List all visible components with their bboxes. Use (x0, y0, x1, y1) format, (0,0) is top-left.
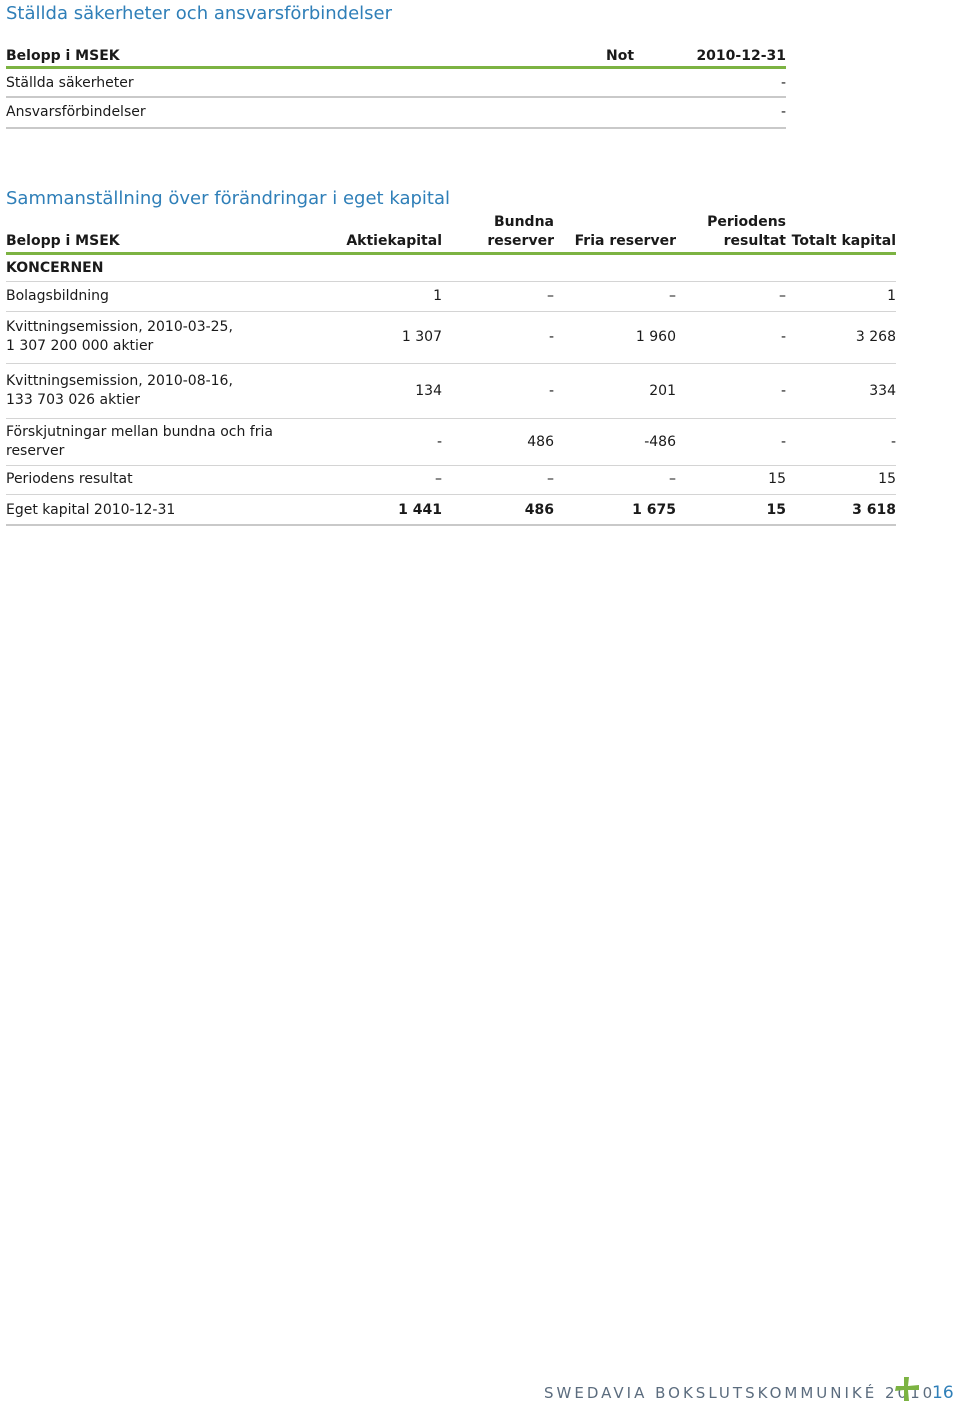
cell-bundna: - (548, 329, 554, 345)
cell-periodens: - (780, 383, 786, 399)
col-header-bundna-2: reserver (487, 233, 554, 249)
cell-fria: – (669, 288, 676, 304)
col-header-fria: Fria reserver (574, 233, 676, 249)
col-header-date: 2010-12-31 (696, 48, 786, 64)
cell-periodens: 15 (768, 471, 786, 487)
cell-fria: – (669, 471, 676, 487)
row-label: Ansvarsförbindelser (6, 104, 146, 120)
cell-totalt: - (890, 434, 896, 450)
group-label: KONCERNEN (6, 260, 104, 276)
row-divider (6, 465, 896, 466)
total-aktiekapital: 1 441 (398, 502, 442, 518)
total-rule (6, 524, 896, 526)
cell-fria: 201 (649, 383, 676, 399)
cell-fria: -486 (644, 434, 676, 450)
header-rule (6, 66, 786, 69)
col-header-amount: Belopp i MSEK (6, 233, 120, 249)
section-title-pledged: Ställda säkerheter och ansvarsförbindels… (6, 3, 393, 24)
row-divider (6, 281, 896, 282)
row-label: Ställda säkerheter (6, 75, 134, 91)
row-label-cont: 133 703 026 aktier (6, 392, 140, 408)
col-header-totalt: Totalt kapital (791, 233, 896, 249)
swedavia-plus-icon (894, 1376, 920, 1402)
cell-bundna: – (547, 288, 554, 304)
row-label: Kvittningsemission, 2010-08-16, (6, 373, 233, 389)
cell-totalt: 3 268 (855, 329, 896, 345)
col-header-bundna-1: Bundna (493, 214, 554, 230)
cell-aktiekapital: - (436, 434, 442, 450)
total-periodens: 15 (766, 502, 786, 518)
col-header-amount: Belopp i MSEK (6, 48, 120, 64)
row-divider (6, 494, 896, 495)
row-label: Periodens resultat (6, 471, 133, 487)
page-number: 16 (932, 1383, 954, 1403)
row-divider (6, 96, 786, 98)
cell-periodens: – (779, 288, 786, 304)
cell-totalt: 334 (869, 383, 896, 399)
row-divider (6, 311, 896, 312)
cell-aktiekapital: 1 307 (401, 329, 442, 345)
row-value: - (780, 104, 786, 120)
row-value: - (780, 75, 786, 91)
section-title-equity: Sammanställning över förändringar i eget… (6, 188, 450, 209)
cell-totalt: 15 (878, 471, 896, 487)
cell-totalt: 1 (887, 288, 896, 304)
cell-bundna: - (548, 383, 554, 399)
total-fria: 1 675 (632, 502, 676, 518)
row-label: Bolagsbildning (6, 288, 109, 304)
cell-periodens: - (780, 434, 786, 450)
cell-bundna: – (547, 471, 554, 487)
cell-fria: 1 960 (635, 329, 676, 345)
row-divider (6, 127, 786, 129)
footer-title: SWEDAVIA BOKSLUTSKOMMUNIKÉ 2010 (544, 1384, 936, 1402)
row-label-cont: reserver (6, 443, 65, 459)
row-label: Förskjutningar mellan bundna och fria (6, 424, 273, 440)
cell-aktiekapital: 134 (415, 383, 442, 399)
cell-bundna: 486 (527, 434, 554, 450)
col-header-periodens-1: Periodens (707, 214, 786, 230)
col-header-aktiekapital: Aktiekapital (346, 233, 442, 249)
total-label: Eget kapital 2010-12-31 (6, 502, 176, 518)
row-label: Kvittningsemission, 2010-03-25, (6, 319, 233, 335)
cell-aktiekapital: – (435, 471, 442, 487)
row-divider (6, 418, 896, 419)
col-header-note: Not (606, 48, 635, 64)
total-totalt: 3 618 (852, 502, 896, 518)
row-label-cont: 1 307 200 000 aktier (6, 338, 154, 354)
row-divider (6, 363, 896, 364)
col-header-periodens-2: resultat (723, 233, 786, 249)
total-bundna: 486 (524, 502, 554, 518)
cell-aktiekapital: 1 (433, 288, 442, 304)
cell-periodens: - (780, 329, 786, 345)
header-rule (6, 252, 896, 255)
